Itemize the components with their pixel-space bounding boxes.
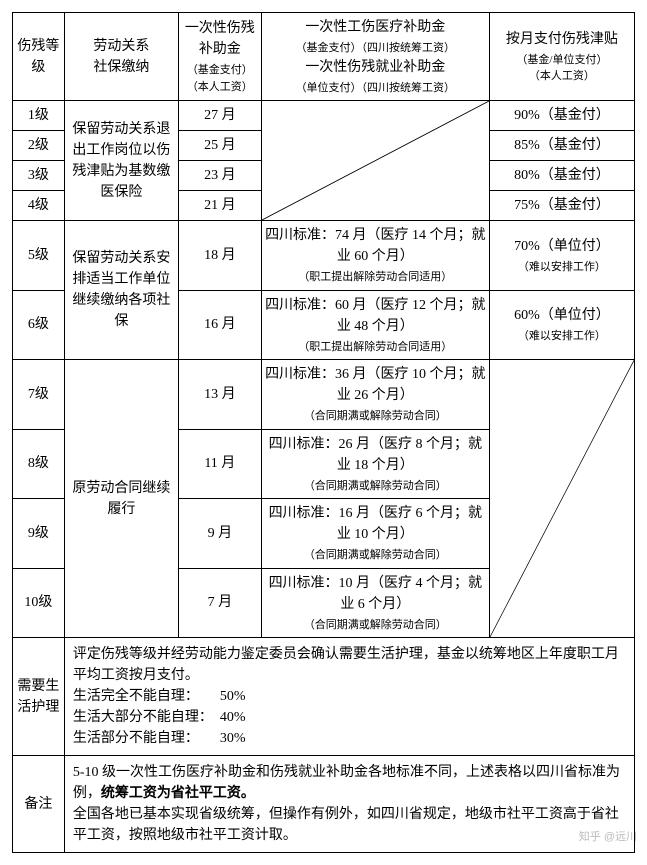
diag-cell-7-10 [489, 360, 634, 638]
row-lvl1: 1级 保留劳动关系退出工作岗位以伤残津贴为基数缴医保险 27 月 90%（基金付… [13, 101, 635, 131]
note-text: 5-10 级一次性工伤医疗补助金和伤残就业补助金各地标准不同，上述表格以四川省标… [64, 756, 634, 853]
disability-compensation-table: 伤残等级 劳动关系 社保缴纳 一次性伤残补助金 （基金支付） （本人工资） 一次… [12, 12, 635, 853]
row-lvl7: 7级 原劳动合同继续履行 13 月 四川标准：36 月（医疗 10 个月；就业 … [13, 360, 635, 430]
row-lvl5: 5级 保留劳动关系安排适当工作单位继续缴纳各项社保 18 月 四川标准：74 月… [13, 221, 635, 291]
group3-label: 原劳动合同继续履行 [64, 360, 178, 638]
hdr-medical-employment: 一次性工伤医疗补助金 （基金支付）（四川按统筹工资） 一次性伤残就业补助金 （单… [261, 13, 489, 101]
cell-level: 1级 [13, 101, 65, 131]
header-row: 伤残等级 劳动关系 社保缴纳 一次性伤残补助金 （基金支付） （本人工资） 一次… [13, 13, 635, 101]
hdr-lumpsum: 一次性伤残补助金 （基金支付） （本人工资） [178, 13, 261, 101]
watermark: 知乎 @远川 [579, 828, 637, 844]
hdr-relation: 劳动关系 社保缴纳 [64, 13, 178, 101]
hdr-level: 伤残等级 [13, 13, 65, 101]
care-text: 评定伤残等级并经劳动能力鉴定委员会确认需要生活护理，基金以统筹地区上年度职工月平… [64, 638, 634, 756]
care-label: 需要生活护理 [13, 638, 65, 756]
row-care: 需要生活护理 评定伤残等级并经劳动能力鉴定委员会确认需要生活护理，基金以统筹地区… [13, 638, 635, 756]
group1-label: 保留劳动关系退出工作岗位以伤残津贴为基数缴医保险 [64, 101, 178, 221]
cell-months: 27 月 [178, 101, 261, 131]
group2-label: 保留劳动关系安排适当工作单位继续缴纳各项社保 [64, 221, 178, 360]
diag-cell-1-4 [261, 101, 489, 221]
hdr-allowance: 按月支付伤残津贴 （基金/单位支付） （本人工资） [489, 13, 634, 101]
note-label: 备注 [13, 756, 65, 853]
cell-allowance: 90%（基金付） [489, 101, 634, 131]
row-note: 备注 5-10 级一次性工伤医疗补助金和伤残就业补助金各地标准不同，上述表格以四… [13, 756, 635, 853]
